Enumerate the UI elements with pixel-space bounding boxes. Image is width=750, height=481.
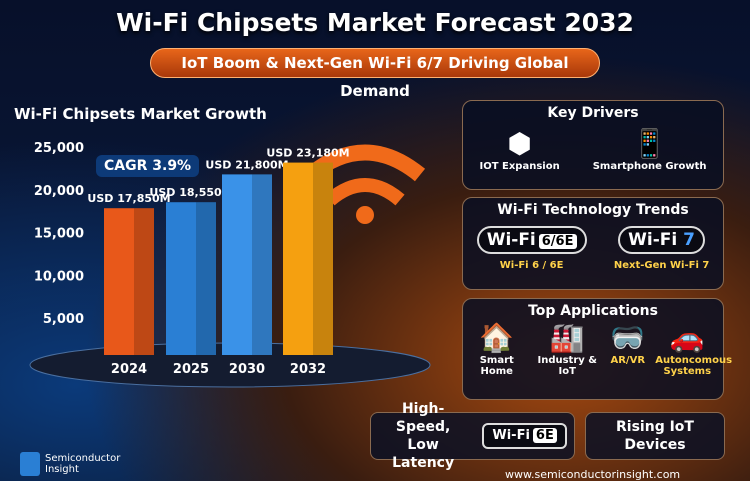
trend-wifi6: Wi-Fi 6/6E Wi-Fi 6 / 6E [476,226,587,271]
y-tick-label: 25,000 [34,141,84,156]
driver-label: IOT Expansion [479,161,560,172]
trend-wifi7: Wi-Fi 7 Next-Gen Wi-Fi 7 [614,226,709,271]
rising-iot-box: Rising IoT Devices [585,412,725,460]
key-drivers-title: Key Drivers [547,105,639,121]
driver-iot: ⬢ IOT Expansion [480,127,560,172]
speed-box: High-Speed, Low Latency Wi-Fi 6E [370,401,575,471]
app-label: Smart Home [479,355,514,377]
app-smart-home: 🏠 Smart Home [467,321,527,377]
data-label: USD 23,180M [266,147,349,160]
smartphone-icon: 📱 [632,127,668,160]
bar-2030 [222,174,272,355]
tech-trends-title: Wi-Fi Technology Trends [497,202,689,218]
bar-shade [196,202,216,355]
x-tick-label: 2030 [229,362,265,377]
app-label: AR/VR [610,355,646,366]
app-industry: 🏭 Industry & IoT [534,321,600,377]
x-tick-label: 2032 [290,362,326,377]
bar-shade [313,162,333,355]
logo-icon [20,452,40,476]
page-title: Wi-Fi Chipsets Market Forecast 2032 [116,8,634,37]
app-label: Industry & IoT [537,355,597,377]
driver-label: Smartphone Growth [592,161,707,172]
wifi6-badge: Wi-Fi 6/6E [476,226,587,254]
chart-title: Wi-Fi Chipsets Market Growth [14,105,267,123]
x-tick-label: 2025 [173,362,209,377]
tech-trends-panel: Wi-Fi Technology Trends Wi-Fi 6/6E Wi-Fi 6… [462,197,724,290]
wifi-dot [356,206,374,224]
y-tick-label: 15,000 [34,227,84,242]
factory-icon: 🏭 [549,321,585,354]
applications-panel: Top Applications 🏠 Smart Home 🏭 Industry &… [462,298,733,400]
subtitle-banner: IoT Boom & Next-Gen Wi-Fi 6/7 Driving Gl… [150,48,600,100]
trend-label: Wi-Fi 6 / 6E [499,260,564,271]
house-icon: 🏠 [479,321,515,354]
y-tick-label: 20,000 [34,184,84,199]
bar-2025 [166,202,216,355]
bar-2024 [104,208,154,355]
wifi7-badge: Wi-Fi 7 [618,226,706,254]
data-label: USD 17,850M [87,192,170,205]
iot-chip-icon: ⬢ [507,127,532,160]
wifi6e-badge: Wi-Fi 6E [482,423,567,449]
website-link[interactable]: www.semiconductorinsight.com [505,468,681,481]
driver-smartphone: 📱 Smartphone Growth [593,127,707,172]
bar-2032 [283,162,333,355]
applications-title: Top Applications [528,303,658,319]
app-autonomous: 🚗 Autoncomous Systems [655,321,733,377]
logo-text: Insight [45,464,79,475]
data-label: USD 21,800M [205,158,288,171]
bar-shade [252,174,272,355]
logo-text: Semiconductor [45,453,121,464]
data-label: USD 18,550M [149,186,232,199]
app-arvr: 🥽 AR/VR [608,321,648,366]
y-tick-label: 5,000 [43,312,84,327]
vr-headset-icon: 🥽 [610,321,646,354]
bar-chart: 5,000 10,000 15,000 20,000 25,000 USD 17,850M… [29,141,431,388]
trend-label: Next-Gen Wi-Fi 7 [613,260,710,271]
x-tick-label: 2024 [111,362,147,377]
bar-shade [134,208,154,355]
cagr-badge: CAGR 3.9% [96,155,200,177]
car-icon: 🚗 [669,321,705,354]
y-tick-label: 10,000 [34,269,84,284]
rising-text: Rising IoT Devices [616,419,694,453]
speed-text: High-Speed, Low Latency [392,401,455,471]
wifi-arc-mid [325,178,405,206]
logo: Semiconductor Insight [20,452,120,476]
key-drivers-panel: Key Drivers ⬢ IOT Expansion 📱 Smartphone G… [462,100,724,190]
app-label: Autoncomous Systems [655,355,733,377]
